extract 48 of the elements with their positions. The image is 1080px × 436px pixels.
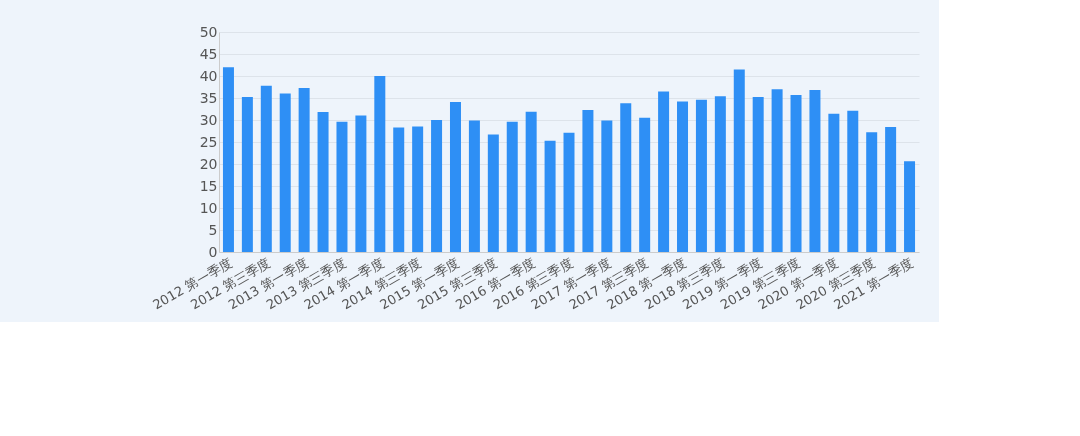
bar xyxy=(582,109,594,252)
bar xyxy=(752,97,764,252)
bar xyxy=(828,113,840,252)
bar xyxy=(487,134,499,252)
bar xyxy=(695,99,707,252)
bar xyxy=(733,69,745,252)
bar xyxy=(525,111,537,252)
bar xyxy=(336,121,348,252)
y-tick-label: 0 xyxy=(208,243,218,260)
bar xyxy=(658,91,670,252)
y-tick-label: 5 xyxy=(208,221,218,238)
y-tick-label: 25 xyxy=(199,133,218,150)
bar xyxy=(449,101,461,252)
bar xyxy=(241,97,253,252)
y-tick-label: 35 xyxy=(199,89,218,106)
bar xyxy=(714,96,726,252)
bar xyxy=(431,120,443,252)
bar xyxy=(468,120,480,252)
bar xyxy=(506,121,518,252)
y-tick-label: 45 xyxy=(199,45,218,62)
y-tick-label: 15 xyxy=(199,177,218,194)
bar xyxy=(393,127,405,252)
bar xyxy=(677,101,689,252)
y-tick-label: 10 xyxy=(199,199,218,216)
bar xyxy=(355,115,367,252)
bar xyxy=(885,127,897,252)
y-tick-label: 50 xyxy=(199,23,218,40)
bar xyxy=(904,161,916,252)
bar xyxy=(809,90,821,252)
bar xyxy=(563,132,575,252)
bar xyxy=(374,76,386,252)
y-tick-label: 20 xyxy=(199,155,218,172)
bar xyxy=(771,89,783,252)
bar xyxy=(544,140,556,252)
bar xyxy=(222,67,234,252)
bar xyxy=(260,85,272,252)
bar xyxy=(639,117,651,252)
bar xyxy=(620,103,632,252)
y-tick-label: 30 xyxy=(199,111,218,128)
bar xyxy=(412,126,424,252)
bar xyxy=(601,120,613,252)
bar xyxy=(847,110,859,252)
bar xyxy=(866,132,878,252)
y-tick-label: 40 xyxy=(199,67,218,84)
bar xyxy=(279,93,291,252)
bar xyxy=(790,94,802,252)
bar xyxy=(298,87,310,252)
bar xyxy=(317,112,329,252)
